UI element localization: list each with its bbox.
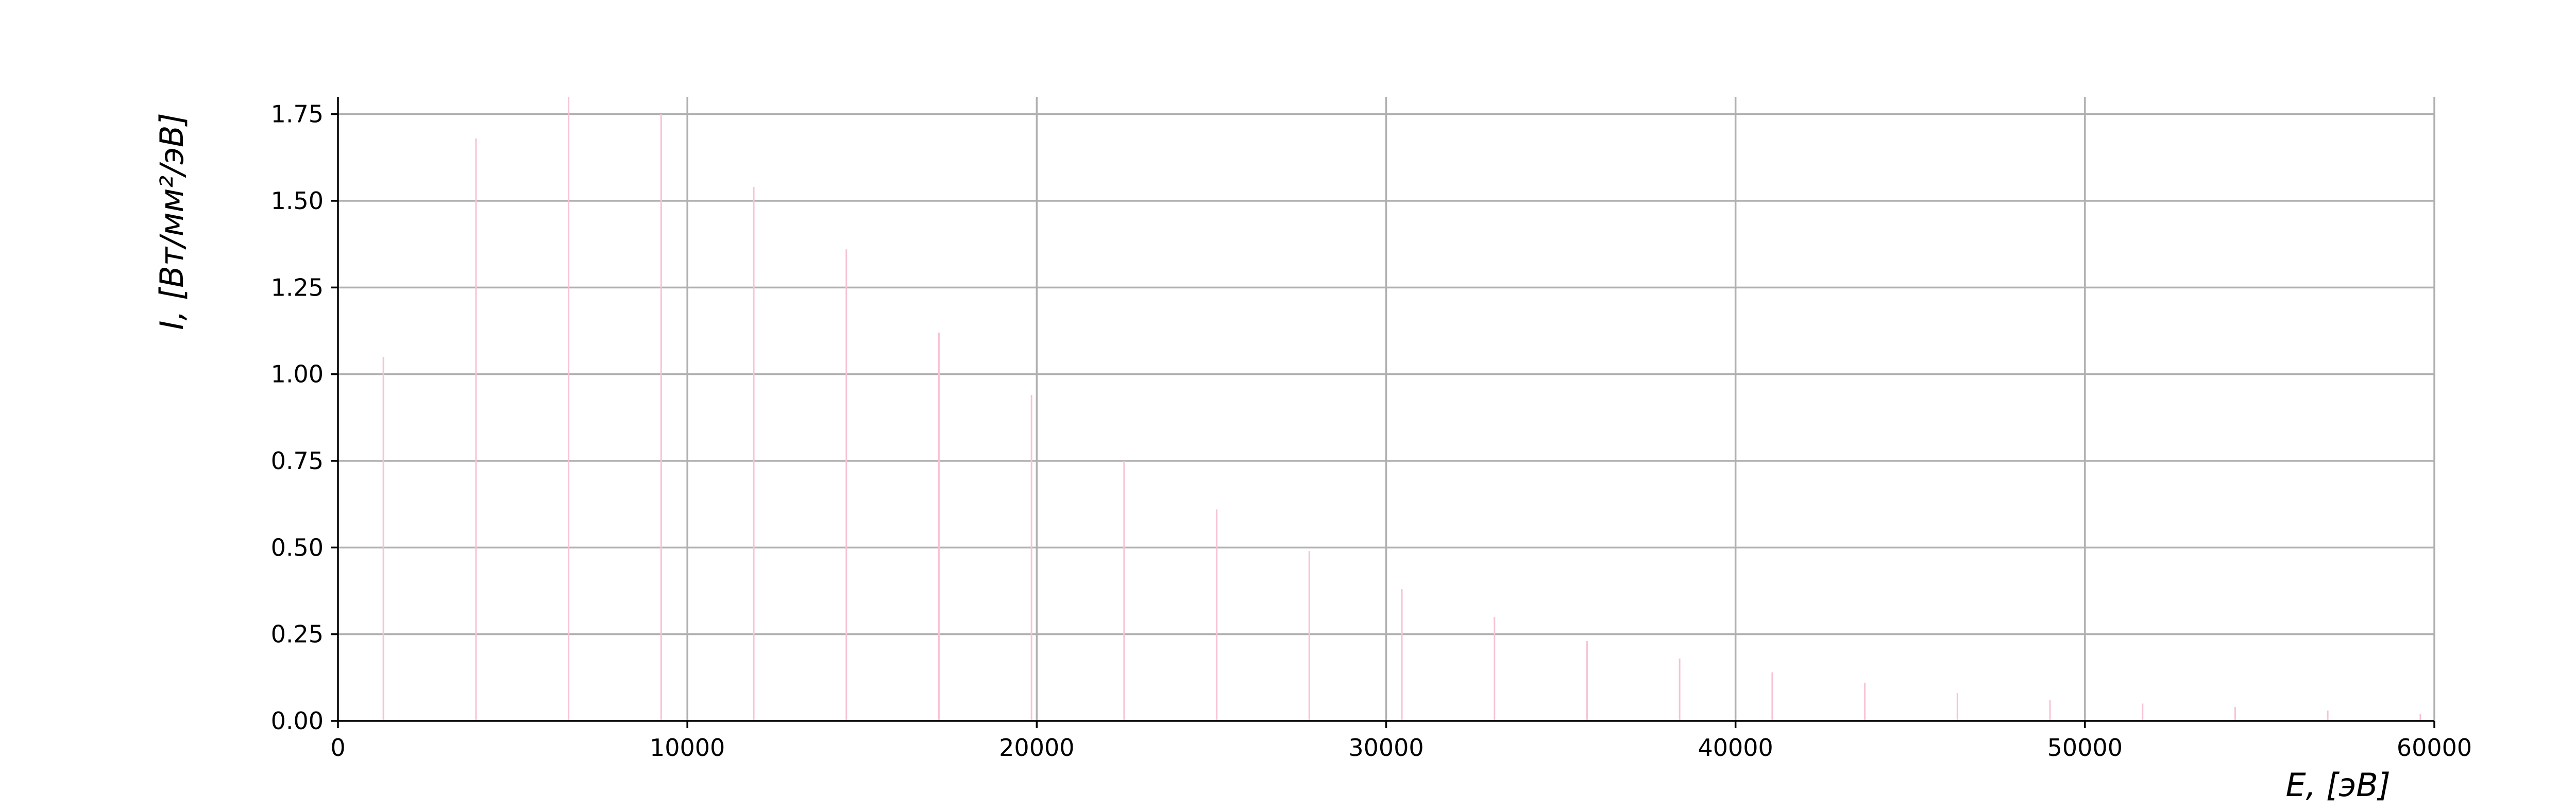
y-tick-label: 1.00 xyxy=(271,360,324,388)
x-tick-label: 0 xyxy=(330,734,345,762)
x-tick-label: 60000 xyxy=(2397,734,2472,762)
x-tick-label: 50000 xyxy=(2047,734,2123,762)
axes xyxy=(331,97,2435,728)
y-tick-label: 0.75 xyxy=(271,447,324,475)
x-tick-label: 10000 xyxy=(650,734,725,762)
x-axis-label: E, [эВ] xyxy=(2285,766,2391,804)
x-tick-label: 40000 xyxy=(1698,734,1773,762)
x-tick-label: 20000 xyxy=(999,734,1074,762)
y-tick-label: 1.25 xyxy=(271,273,324,301)
y-tick-label: 0.25 xyxy=(271,620,324,648)
y-tick-label: 0.50 xyxy=(271,533,324,561)
grid-lines xyxy=(338,97,2435,721)
y-tick-label: 1.50 xyxy=(271,187,324,215)
y-axis-label: I, [Вт/мм²/эВ] xyxy=(153,113,191,330)
x-tick-label: 30000 xyxy=(1348,734,1423,762)
spectrum-peaks xyxy=(382,97,2421,721)
tick-labels: 0 10000 20000 30000 40000 50000 60000 0.00 0.25 0… xyxy=(271,100,2472,762)
y-tick-label: 0.00 xyxy=(271,707,324,735)
y-tick-label: 1.75 xyxy=(271,100,324,128)
